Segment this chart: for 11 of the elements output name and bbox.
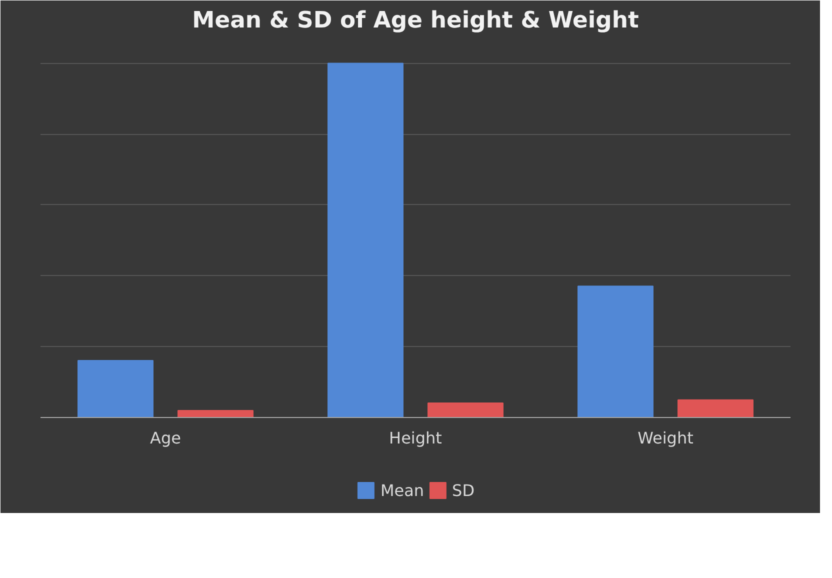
legend-label: Mean [380,480,424,500]
x-tick-label: Weight [638,428,694,448]
x-tick-label: Height [389,428,442,448]
bar [428,402,504,418]
x-tick-label: Age [150,428,181,448]
bar [328,62,404,418]
bar [678,399,754,418]
bar [78,360,154,418]
bar [578,286,654,418]
legend-label: SD [452,480,475,500]
chart-title: Mean & SD of Age height & Weight [192,8,639,34]
